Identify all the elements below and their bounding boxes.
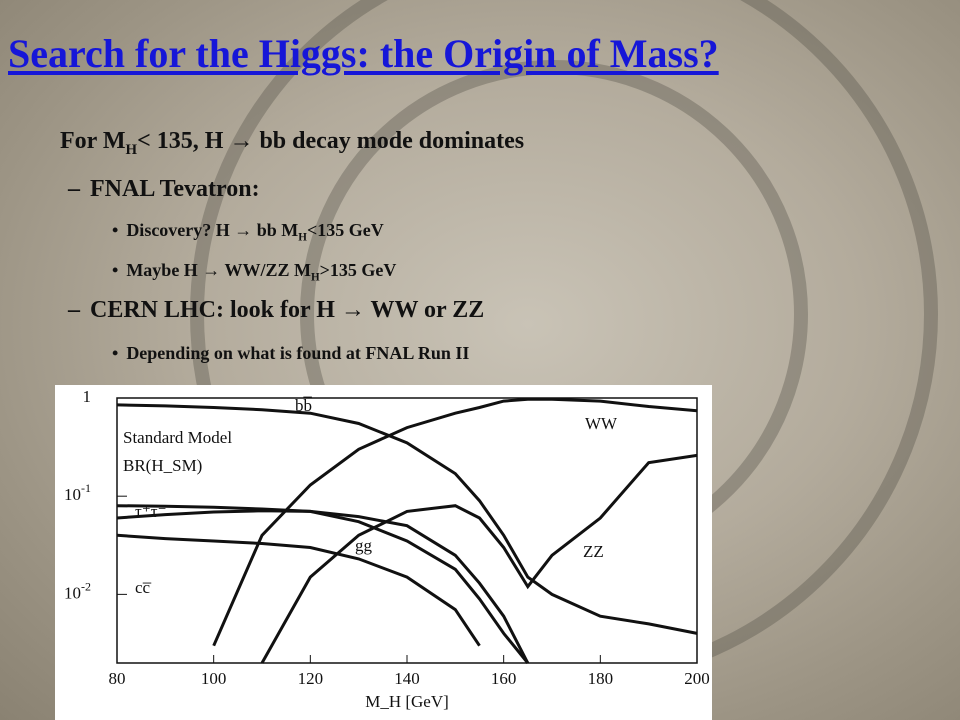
series-label: WW <box>585 414 618 433</box>
y-tick-label: 10-2 <box>64 579 91 602</box>
x-tick-label: 180 <box>588 669 614 688</box>
y-tick-label: 10-1 <box>64 481 91 504</box>
x-tick-label: 80 <box>109 669 126 688</box>
annotation: Standard Model <box>123 428 232 447</box>
x-axis-label: M_H [GeV] <box>365 692 449 711</box>
bullet: FNAL Tevatron: <box>68 176 260 203</box>
series-label: ZZ <box>583 542 604 561</box>
series-label: cc̅ <box>135 578 152 597</box>
y-tick-label-exponent: -1 <box>81 481 91 495</box>
series-label: bb̅ <box>295 396 313 415</box>
y-tick-label: 1 <box>83 387 92 406</box>
bullet: CERN LHC: look for H → WW or ZZ <box>68 297 484 324</box>
bullet: Maybe H → WW/ZZ MH>135 GeV <box>112 260 396 284</box>
series-line <box>116 533 481 647</box>
x-tick-label: 100 <box>201 669 227 688</box>
x-tick-label: 140 <box>394 669 420 688</box>
series-line <box>212 397 698 647</box>
title: Search for the Higgs: the Origin of Mass… <box>8 31 719 76</box>
series-label: τ⁺τ⁻ <box>135 502 167 521</box>
x-tick-label: 200 <box>684 669 710 688</box>
series-label: gg <box>355 536 373 555</box>
series-line <box>116 504 529 664</box>
series-line <box>260 453 698 664</box>
y-tick-label-base: 1 <box>83 387 92 406</box>
bullet: Depending on what is found at FNAL Run I… <box>112 343 469 364</box>
bullet: Discovery? H → bb MH<135 GeV <box>112 220 383 244</box>
x-tick-label: 120 <box>298 669 324 688</box>
series-line <box>116 509 530 664</box>
y-tick-label-exponent: -2 <box>81 579 91 593</box>
x-tick-label: 160 <box>491 669 516 688</box>
bullet: For MH< 135, H → bb decay mode dominates <box>60 128 525 158</box>
series-line <box>116 403 698 635</box>
y-tick-label-base: 10 <box>64 583 81 602</box>
y-tick-label-base: 10 <box>64 485 81 504</box>
annotation: BR(H_SM) <box>123 456 202 475</box>
chart-background <box>55 385 712 720</box>
